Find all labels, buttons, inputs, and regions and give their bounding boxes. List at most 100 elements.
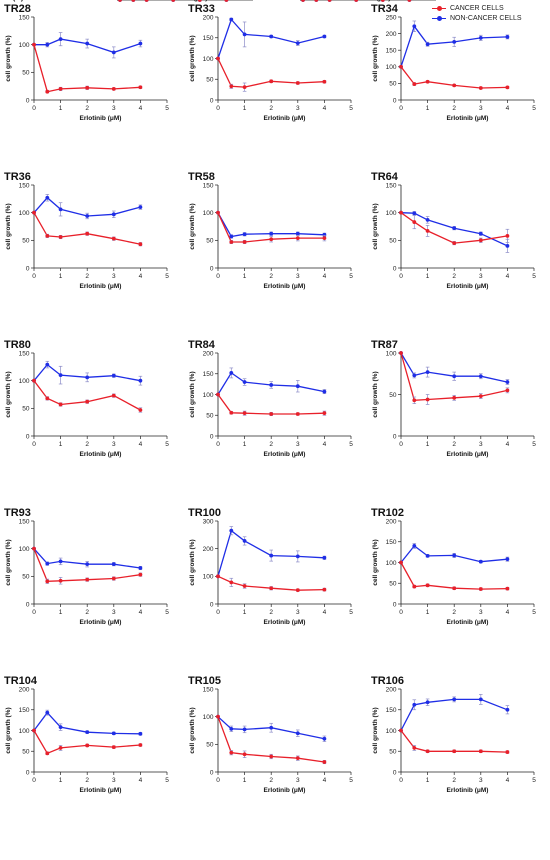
x-tick-label: 3 (296, 105, 300, 112)
x-tick-label: 1 (243, 609, 247, 616)
series-line (400, 24, 508, 68)
y-tick-label: 50 (206, 238, 214, 245)
data-point (425, 370, 430, 374)
y-tick-label: 0 (26, 265, 30, 272)
series-non-cancer-cells (32, 32, 143, 59)
y-tick-label: 150 (203, 371, 214, 378)
series-cancer-cells (32, 210, 143, 247)
x-axis-label: Erlotinib (μM) (166, 0, 208, 2)
data-point (242, 85, 247, 90)
data-point (58, 402, 63, 407)
x-tick-label: 0 (399, 273, 403, 280)
series-cancer-cells (301, 0, 412, 2)
series-line (33, 548, 141, 569)
y-tick-label: 100 (105, 0, 116, 2)
y-axis-label: cell growth (%) (372, 35, 379, 81)
data-point (452, 586, 457, 591)
x-tick-label: 3 (479, 777, 483, 784)
x-tick-label: 3 (112, 609, 116, 616)
x-tick-label: 4 (323, 273, 327, 280)
x-tick-label: 5 (165, 105, 169, 112)
data-point (32, 546, 36, 551)
series-cancer-cells (118, 0, 229, 2)
x-tick-label: 1 (243, 273, 247, 280)
data-point (322, 736, 327, 741)
x-tick-label: 3 (112, 777, 116, 784)
subplot-title: TR104 (4, 675, 38, 687)
y-tick-label: 200 (203, 546, 214, 553)
data-point (295, 731, 300, 736)
data-point (111, 87, 116, 91)
series-line (33, 730, 141, 755)
x-tick-label: 5 (165, 777, 169, 784)
y-tick-label: 50 (22, 574, 30, 581)
x-tick-label: 3 (479, 273, 483, 280)
data-point (412, 24, 417, 29)
subplot-tr100: TR100 0 100 200 300 0 1 2 3 4 5 Erlotinib (μM) cell … (188, 507, 353, 626)
data-point (412, 211, 417, 216)
series-line (33, 44, 141, 93)
data-point (85, 562, 90, 567)
data-point (478, 231, 483, 236)
data-point (269, 79, 274, 84)
y-tick-label: 150 (19, 350, 30, 357)
data-point (425, 229, 430, 233)
series-cancer-cells (32, 42, 143, 94)
data-point (412, 82, 417, 86)
data-point (505, 35, 510, 39)
x-tick-label: 0 (216, 609, 220, 616)
data-point (138, 85, 143, 90)
x-tick-label: 2 (85, 609, 89, 616)
y-tick-label: 100 (386, 560, 397, 567)
series-non-cancer-cells (32, 709, 143, 736)
data-point (216, 210, 220, 215)
data-point (478, 238, 483, 243)
data-point (111, 212, 116, 217)
series-line (33, 380, 141, 411)
data-point (399, 728, 403, 733)
data-point (452, 749, 457, 754)
series-line (400, 730, 508, 753)
x-axis-label: Erlotinib (μM) (80, 787, 122, 794)
x-axis-label: Erlotinib (μM) (447, 619, 489, 626)
series-line (400, 352, 508, 401)
subplot-title: TR105 (188, 675, 221, 687)
series-line (33, 548, 141, 582)
series-non-cancer-cells (399, 20, 510, 69)
y-axis-label: cell growth (%) (0, 0, 23, 2)
y-tick-label: 100 (19, 546, 30, 553)
x-tick-label: 2 (85, 777, 89, 784)
y-tick-label: 50 (389, 238, 397, 245)
y-tick-label: 100 (203, 574, 214, 581)
subplot-tr109: TR109050100150200012345Erlotinib (μM)cel… (0, 0, 438, 3)
data-point (242, 380, 247, 384)
legend-label-non-cancer: NON-CANCER CELLS (450, 14, 522, 22)
y-tick-label: 200 (105, 0, 116, 2)
subplot-title: TR106 (371, 675, 404, 687)
series-cancer-cells (399, 64, 510, 90)
y-tick-label: 200 (203, 14, 214, 21)
y-tick-label: 200 (203, 350, 214, 357)
series-non-cancer-cells (32, 194, 143, 220)
data-point (118, 0, 122, 2)
data-point (412, 220, 417, 224)
x-tick-label: 5 (349, 105, 353, 112)
x-tick-label: 2 (269, 777, 273, 784)
y-tick-label: 200 (386, 31, 397, 38)
data-point (111, 393, 116, 398)
x-tick-label: 2 (85, 273, 89, 280)
data-point (242, 240, 247, 244)
data-point (58, 235, 63, 239)
data-point (452, 83, 457, 88)
subplot-tr64: TR64 0 50 100 150 0 1 2 3 4 5 Erlotinib (μM) cell gr… (371, 171, 536, 290)
y-tick-label: 0 (210, 601, 214, 608)
x-axis-label: Erlotinib (μM) (264, 115, 306, 122)
y-tick-label: 50 (389, 81, 397, 88)
x-tick-label: 2 (452, 441, 456, 448)
data-point (478, 587, 483, 591)
y-tick-label: 200 (288, 0, 299, 2)
y-tick-label: 50 (389, 392, 397, 399)
x-axis-label: Erlotinib (μM) (80, 451, 122, 458)
